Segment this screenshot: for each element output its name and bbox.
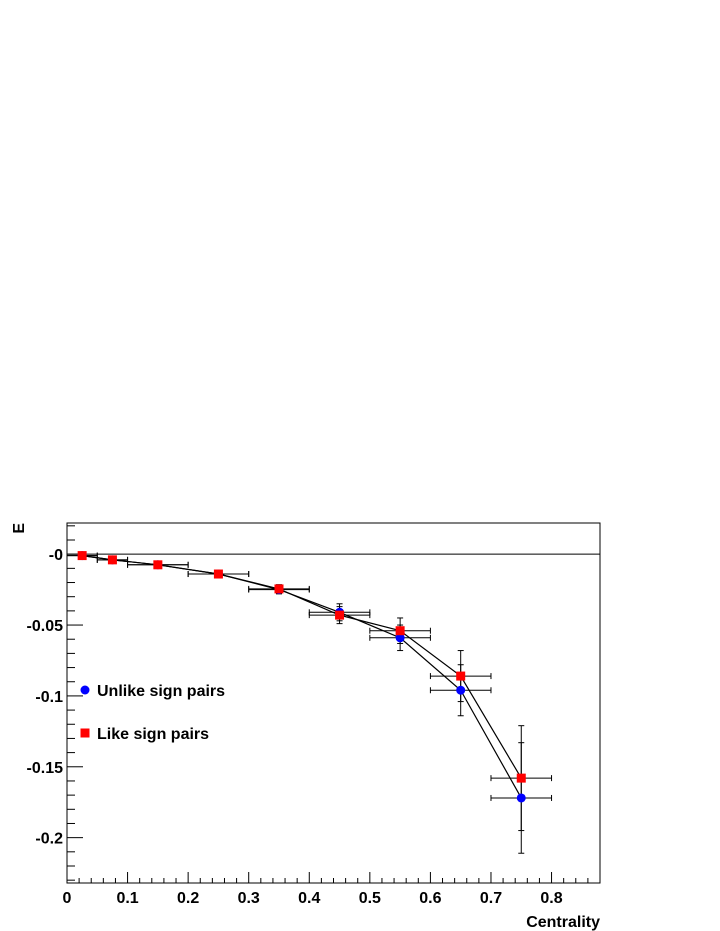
data-point-like — [335, 610, 345, 620]
error-bars — [66, 552, 553, 854]
x-axis: 0 0.1 0.2 0.3 0.4 0.5 0.6 0.7 0.8 — [63, 872, 601, 907]
x-tick-label: 0.4 — [298, 890, 320, 907]
y-tick-label: -0.05 — [27, 618, 64, 635]
data-point-unlike — [395, 633, 405, 643]
data-point-like — [107, 555, 117, 565]
series-line — [82, 555, 522, 799]
legend-label: Like sign pairs — [97, 726, 209, 743]
data-point-like — [395, 626, 405, 636]
legend-marker-like — [80, 728, 90, 738]
x-tick-label: 0.3 — [238, 890, 260, 907]
legend: Unlike sign pairs Like sign pairs — [80, 683, 225, 743]
y-axis-label: E — [11, 523, 28, 534]
data-point-unlike — [516, 793, 526, 803]
markers — [77, 551, 526, 803]
x-tick-label: 0 — [63, 890, 72, 907]
data-point-unlike — [456, 685, 466, 695]
y-tick-label: -0.1 — [35, 689, 63, 706]
plot-frame — [66, 522, 601, 884]
series-lines — [82, 555, 522, 799]
y-tick-label: -0 — [49, 547, 63, 564]
data-point-like — [456, 671, 466, 681]
x-tick-label: 0.6 — [419, 890, 441, 907]
legend-marker-unlike — [80, 685, 90, 695]
data-point-like — [274, 584, 284, 594]
y-tick-label: -0.2 — [35, 831, 63, 848]
data-point-like — [213, 569, 223, 579]
x-tick-label: 0.1 — [116, 890, 138, 907]
data-point-like — [153, 560, 163, 570]
x-tick-label: 0.5 — [359, 890, 381, 907]
x-tick-label: 0.2 — [177, 890, 199, 907]
data-point-like — [77, 551, 87, 561]
x-axis-label: Centrality — [526, 914, 600, 931]
y-axis: -0 -0.05 -0.1 -0.15 -0.2 — [27, 525, 83, 881]
x-tick-label: 0.8 — [540, 890, 562, 907]
x-tick-label: 0.7 — [480, 890, 502, 907]
y-tick-label: -0.15 — [27, 760, 64, 777]
data-point-like — [516, 773, 526, 783]
legend-label: Unlike sign pairs — [97, 683, 225, 700]
